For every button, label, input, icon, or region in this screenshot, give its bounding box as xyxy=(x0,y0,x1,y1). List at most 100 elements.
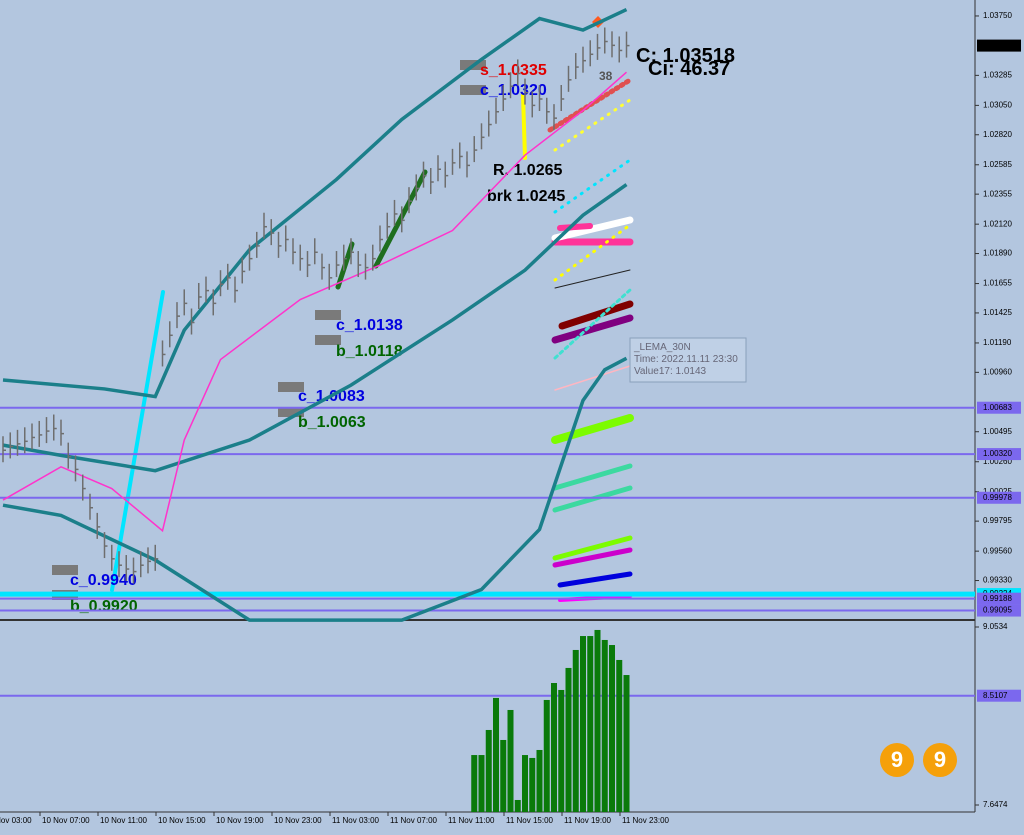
x-tick-label: 11 Nov 03:00 xyxy=(332,816,380,825)
note: 38 xyxy=(599,69,613,83)
marker-box xyxy=(278,407,304,417)
histogram-bar xyxy=(507,709,514,812)
y-tick-label: 1.01890 xyxy=(983,249,1012,258)
y-tick-label: 1.02820 xyxy=(983,130,1012,139)
annotation: c_0.9940 xyxy=(70,572,137,589)
histogram-bar xyxy=(623,675,630,812)
level-label-bg xyxy=(977,689,1021,702)
annotation: b_1.0063 xyxy=(298,414,366,431)
tooltip-text: Time: 2022.11.11 23:30 xyxy=(634,354,738,365)
histogram-bar xyxy=(500,739,507,812)
y-tick-label: 0.99330 xyxy=(983,576,1012,585)
marker-box xyxy=(460,85,486,95)
histogram-bar xyxy=(485,729,492,812)
annotation: b_1.0118 xyxy=(336,343,403,360)
x-tick-label: 10 Nov 15:00 xyxy=(158,816,206,825)
level-label-bg xyxy=(977,604,1021,617)
histogram-bar xyxy=(493,697,499,812)
indicator-line xyxy=(2,356,628,622)
plot-bg xyxy=(0,0,975,812)
x-tick-label: 10 Nov 11:00 xyxy=(100,816,148,825)
x-tick-label: 10 Nov 23:00 xyxy=(274,816,322,825)
y-tick-label: 1.00495 xyxy=(983,427,1012,436)
x-tick-label: 11 Nov 07:00 xyxy=(390,816,438,825)
y-tick-label: 1.01655 xyxy=(983,279,1012,288)
x-tick-label: 10 Nov 03:00 xyxy=(0,816,32,825)
x-tick-label: 11 Nov 23:00 xyxy=(622,816,670,825)
histogram-bar xyxy=(594,629,601,812)
badge xyxy=(880,743,914,777)
y-tick-label: 1.02585 xyxy=(983,160,1012,169)
x-tick-label: 10 Nov 19:00 xyxy=(216,816,264,825)
level-label: 8.5107 xyxy=(983,691,1008,700)
badge xyxy=(923,743,957,777)
level-label: 0.99188 xyxy=(983,594,1012,603)
histogram-bar xyxy=(536,749,543,812)
histogram-bar xyxy=(558,689,565,812)
tooltip-bg xyxy=(629,337,747,383)
price-label: 1.03518 xyxy=(983,41,1012,50)
indicator-decor xyxy=(110,16,634,602)
indicator-line xyxy=(2,7,628,399)
histogram-bar xyxy=(601,639,608,812)
level-label-bg xyxy=(977,592,1021,605)
histogram-bar xyxy=(478,755,485,812)
marker-box xyxy=(315,310,341,320)
cci-label: Ci: 46.37 xyxy=(648,58,730,80)
y-tick-label: 7.6474 xyxy=(983,800,1008,809)
y-tick-label: 1.03050 xyxy=(983,100,1012,109)
price-label-bg xyxy=(977,39,1021,52)
histogram-bar xyxy=(616,659,623,812)
histogram-bar xyxy=(551,683,557,812)
annotation: brk 1.0245 xyxy=(487,188,565,205)
y-tick-label: 9.0534 xyxy=(983,622,1008,631)
y-tick-label: 1.02120 xyxy=(983,219,1012,228)
y-tick-label: 0.99560 xyxy=(983,546,1012,555)
annotation: R. 1.0265 xyxy=(493,162,562,179)
x-tick-label: 11 Nov 15:00 xyxy=(506,816,554,825)
badge-text: 9 xyxy=(934,747,946,772)
histogram-bar xyxy=(580,636,586,812)
annotation: c_1.0320 xyxy=(480,82,547,99)
y-tick-label: 1.00260 xyxy=(983,457,1012,466)
x-tick-label: 10 Nov 07:00 xyxy=(42,816,90,825)
histogram-bar xyxy=(529,757,536,812)
marker-box xyxy=(52,565,78,575)
histogram-bar xyxy=(514,799,521,812)
y-tick-label: 1.01190 xyxy=(983,338,1012,347)
level-label: 0.99978 xyxy=(983,493,1012,502)
y-tick-label: 1.02355 xyxy=(983,189,1012,198)
marker-box xyxy=(278,382,304,392)
price-title: C: 1.03518 xyxy=(636,45,735,67)
y-tick-label: 1.00960 xyxy=(983,367,1012,376)
y-tick-label: 1.01425 xyxy=(983,308,1012,317)
indicator-line xyxy=(2,71,627,533)
histogram-bar xyxy=(522,755,528,812)
histogram-bar xyxy=(609,645,615,812)
level-label-bg xyxy=(977,401,1021,414)
tooltip-text: _LEMA_30N xyxy=(633,342,691,353)
histogram-bar xyxy=(572,649,579,812)
x-tick-label: 11 Nov 19:00 xyxy=(564,816,612,825)
histogram-bar xyxy=(543,699,550,812)
level-label-bg xyxy=(977,491,1021,504)
tooltip-text: Value17: 1.0143 xyxy=(634,366,707,377)
y-tick-label: 0.99795 xyxy=(983,516,1012,525)
annotation: c_1.0138 xyxy=(336,317,403,334)
level-label-bg xyxy=(977,448,1021,461)
annotation: b_0.9920 xyxy=(70,598,138,615)
annotation: s_1.0335 xyxy=(480,62,547,79)
indicator-line xyxy=(2,183,628,473)
y-tick-label: 1.03750 xyxy=(983,11,1012,20)
x-tick-label: 11 Nov 11:00 xyxy=(448,816,495,825)
histogram-bar xyxy=(587,636,594,812)
y-tick-label: 1.00025 xyxy=(983,487,1012,496)
marker-box xyxy=(315,335,341,345)
y-tick-label: 1.03285 xyxy=(983,70,1012,79)
histogram-bar xyxy=(565,667,572,812)
histogram-bar xyxy=(471,755,478,812)
level-label: 1.00683 xyxy=(983,403,1012,412)
level-label: 0.99095 xyxy=(983,606,1012,615)
